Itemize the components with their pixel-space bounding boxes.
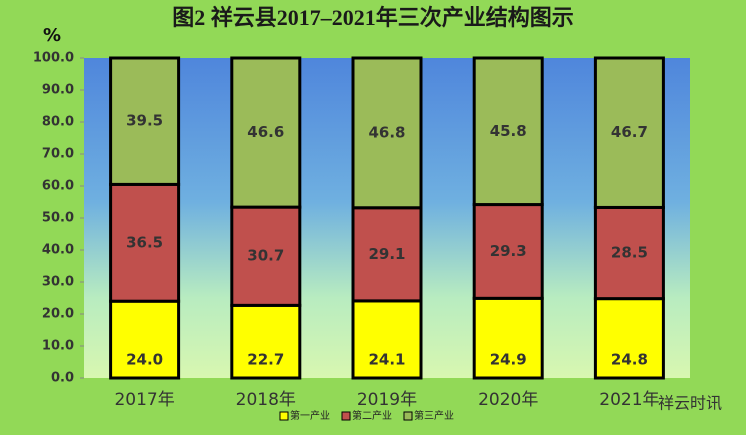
value-label: 45.8: [490, 122, 527, 140]
value-label: 24.1: [368, 351, 405, 369]
x-tick-label: 2019年: [357, 390, 417, 410]
bar-segment: [593, 56, 665, 209]
y-tick-label: 20.0: [42, 307, 74, 322]
bar-segment: [230, 205, 302, 307]
value-label: 39.5: [126, 112, 163, 130]
bar-segment: [472, 56, 544, 207]
y-tick-label: 80.0: [42, 115, 74, 130]
legend-swatch: [403, 411, 413, 421]
x-tick-label: 2021年: [599, 390, 659, 410]
legend-swatch: [279, 411, 289, 421]
chart-title: 图2 祥云县2017–2021年三次产业结构图示: [172, 5, 574, 30]
value-label: 29.1: [368, 245, 405, 263]
bar-segment: [230, 303, 302, 380]
bar-segment: [109, 56, 181, 186]
bar-segment: [109, 299, 181, 380]
y-tick-label: 90.0: [42, 83, 74, 98]
y-tick-label: 70.0: [42, 147, 74, 162]
value-label: 30.7: [247, 247, 284, 265]
bar-segment: [593, 297, 665, 380]
watermark: 祥云时讯: [658, 394, 722, 413]
value-label: 22.7: [247, 351, 284, 369]
legend-label: 第三产业: [414, 409, 454, 422]
y-tick-label: 50.0: [42, 211, 74, 226]
bar-segment: [230, 56, 302, 209]
value-label: 36.5: [126, 233, 163, 251]
x-tick-label: 2020年: [478, 390, 538, 410]
x-tick-label: 2018年: [236, 390, 296, 410]
y-tick-label: 30.0: [42, 275, 74, 290]
bar-segment: [351, 56, 423, 210]
value-label: 24.9: [490, 351, 527, 369]
legend-label: 第二产业: [352, 409, 392, 422]
bar-segment: [109, 182, 181, 303]
value-label: 46.8: [368, 123, 405, 141]
legend-swatch: [341, 411, 351, 421]
y-tick-label: 10.0: [42, 339, 74, 354]
value-label: 46.6: [247, 123, 284, 141]
bar-segment: [472, 296, 544, 380]
x-tick-label: 2017年: [114, 390, 174, 410]
value-label: 24.0: [126, 351, 163, 369]
y-tick-label: 100.0: [33, 51, 74, 66]
bar-segment: [351, 206, 423, 303]
value-label: 28.5: [611, 244, 648, 262]
value-label: 29.3: [490, 242, 527, 260]
value-label: 46.7: [611, 123, 648, 141]
y-tick-label: 40.0: [42, 243, 74, 258]
value-label: 24.8: [611, 351, 648, 369]
y-tick-label: 0.0: [51, 371, 74, 386]
legend-label: 第一产业: [290, 409, 330, 422]
y-axis-label: %: [43, 25, 61, 46]
y-tick-label: 60.0: [42, 179, 74, 194]
